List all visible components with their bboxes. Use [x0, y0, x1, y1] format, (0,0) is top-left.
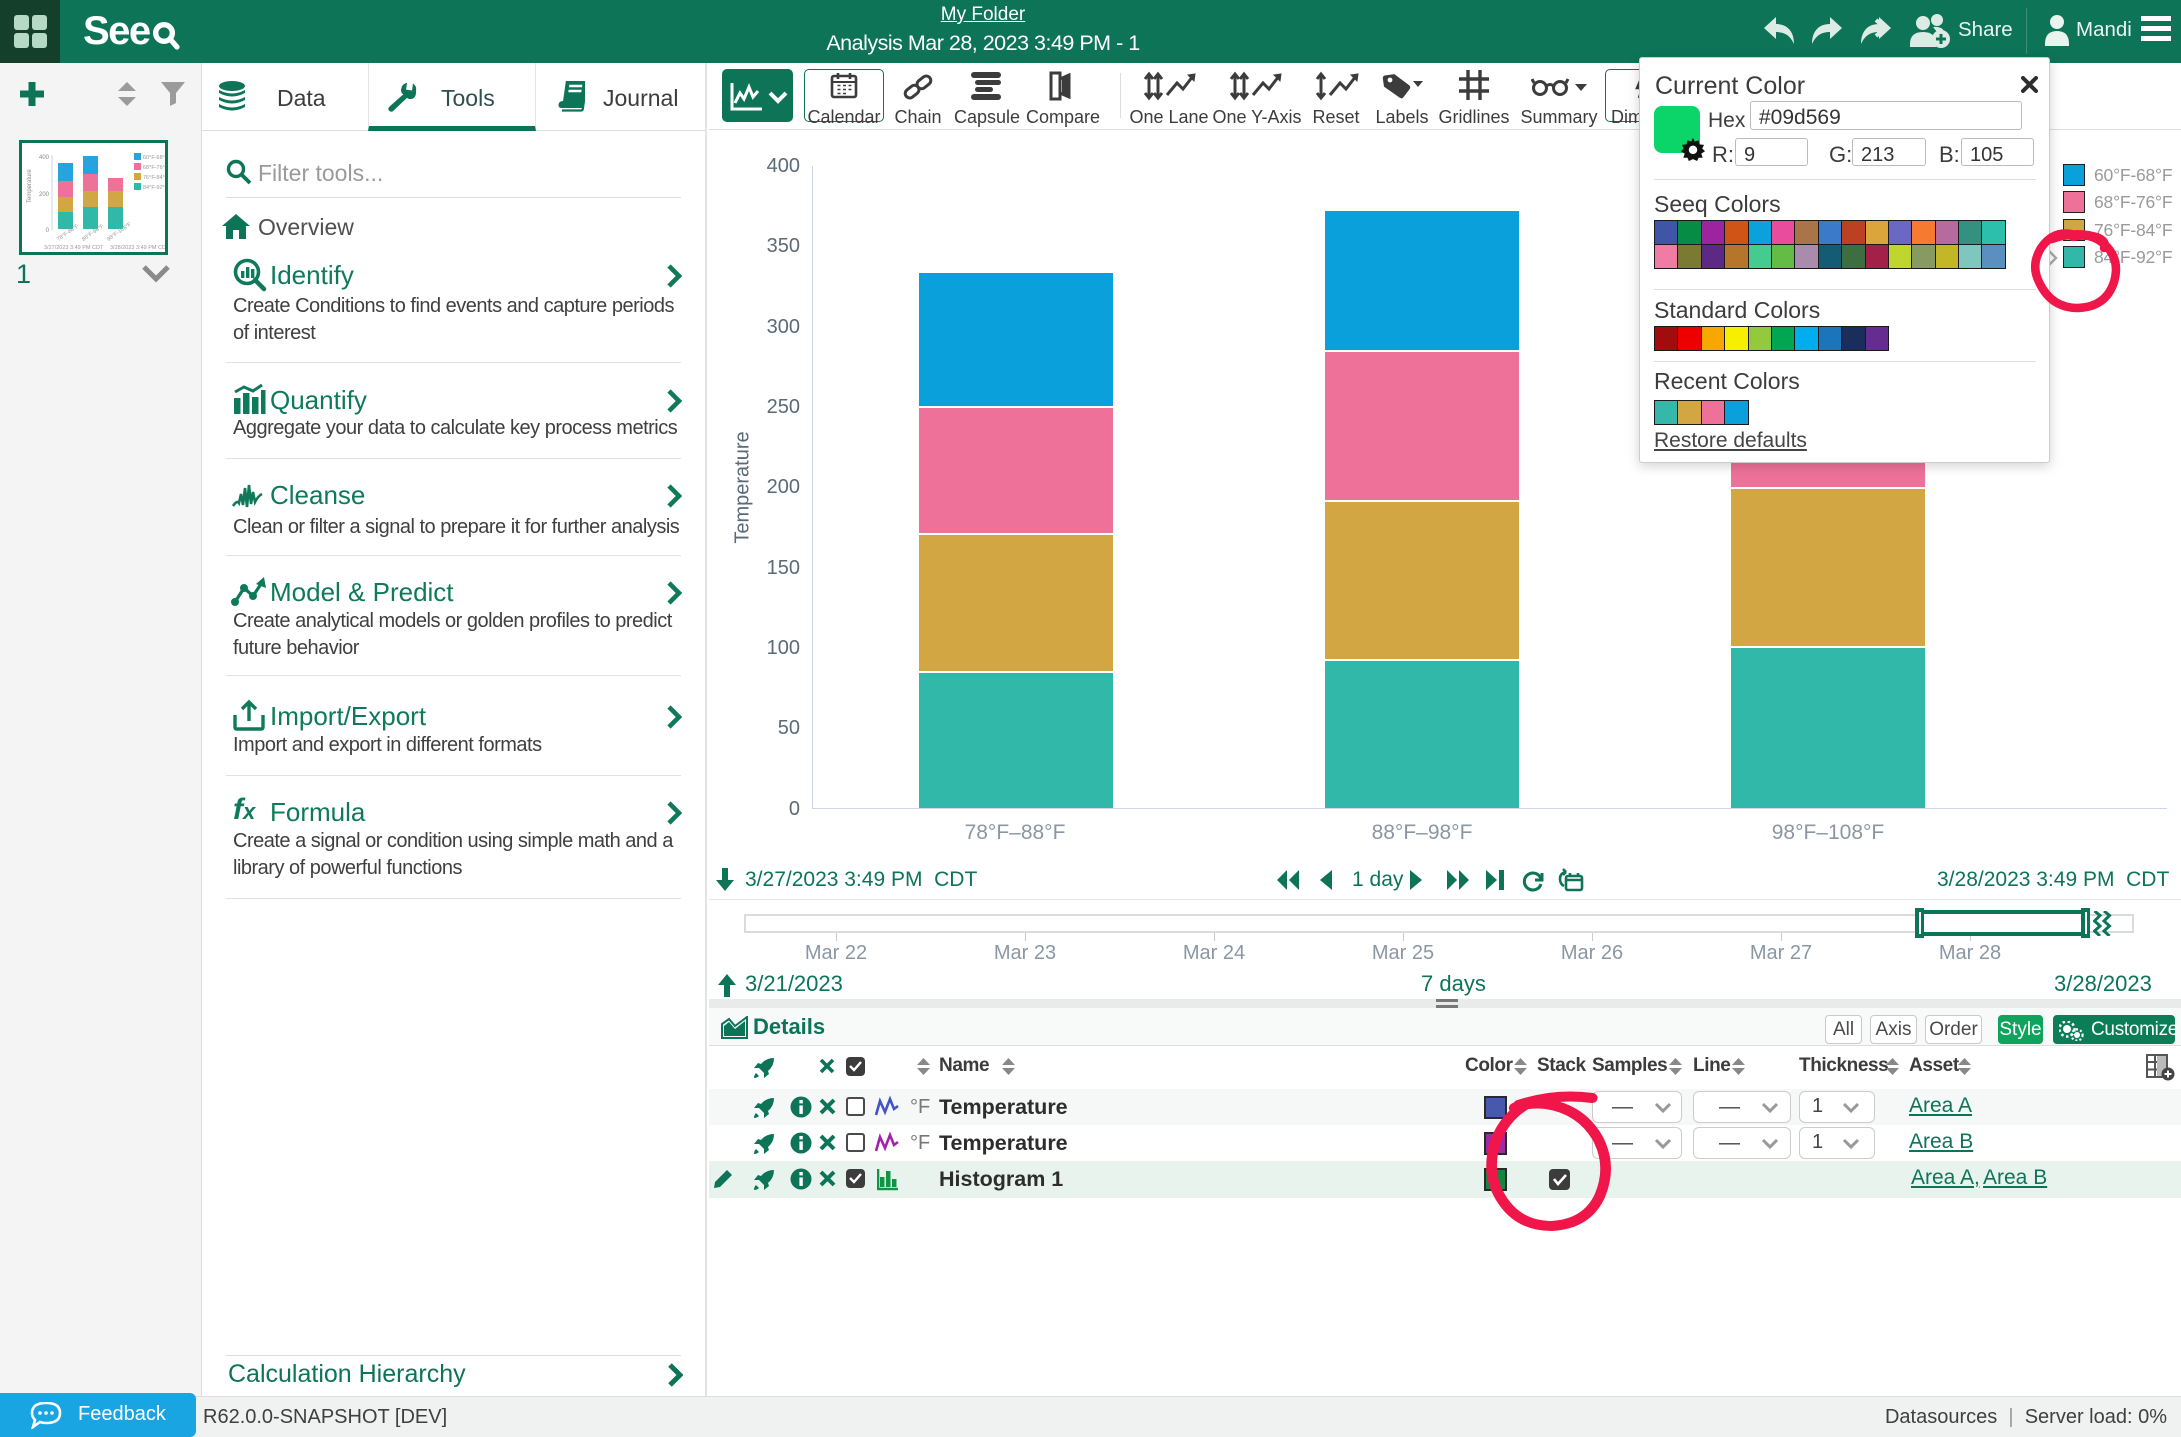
svg-text:60°F-68°F: 60°F-68°F	[143, 155, 165, 161]
svg-text:0: 0	[46, 228, 50, 234]
svg-text:400: 400	[39, 155, 50, 161]
svg-text:68°F-76°F: 68°F-76°F	[143, 165, 165, 171]
svg-text:3/27/2023 3:49 PM CDT: 3/27/2023 3:49 PM CDT	[44, 245, 104, 251]
svg-text:200: 200	[39, 192, 50, 198]
svg-text:Temperature: Temperature	[27, 169, 33, 203]
svg-text:76°F-84°F: 76°F-84°F	[143, 175, 165, 181]
svg-text:84°F-92°F: 84°F-92°F	[143, 185, 165, 191]
svg-text:3/28/2023 3:49 PM CDT: 3/28/2023 3:49 PM CDT	[110, 245, 165, 251]
